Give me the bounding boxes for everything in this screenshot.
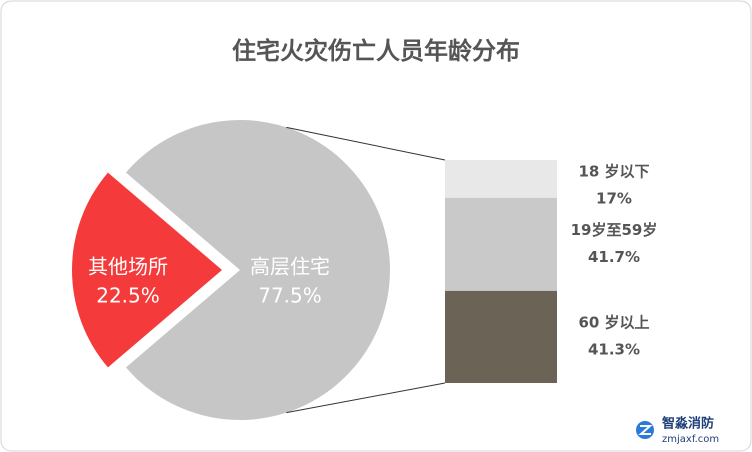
pie-slice	[71, 172, 222, 368]
pie-value-label: 22.5%	[96, 284, 160, 308]
bar-segment	[445, 197, 557, 291]
watermark-name: 智淼消防	[662, 416, 714, 432]
connector	[286, 382, 446, 414]
bar-segment	[445, 160, 557, 198]
bar-segment	[445, 290, 557, 383]
bar-value-label: 41.7%	[588, 248, 640, 266]
pie-label: 高层住宅	[250, 255, 330, 279]
watermark-site: zmjaxf.com	[662, 434, 719, 445]
bar-value-label: 17%	[596, 190, 632, 208]
chart-title: 住宅火灾伤亡人员年龄分布	[232, 37, 520, 65]
pie-slice	[125, 120, 391, 421]
watermark: 智淼消防 zmjaxf.com	[636, 416, 719, 445]
bar-label: 18 岁以下	[578, 163, 649, 181]
watermark-icon-z	[638, 425, 653, 435]
pie-label: 其他场所	[88, 255, 168, 279]
connector	[286, 126, 446, 161]
bar-label: 60 岁以上	[578, 313, 649, 331]
pie-value-label: 77.5%	[258, 284, 322, 308]
bar-label: 19岁至59岁	[571, 221, 658, 239]
bar-value-label: 41.3%	[588, 340, 640, 358]
